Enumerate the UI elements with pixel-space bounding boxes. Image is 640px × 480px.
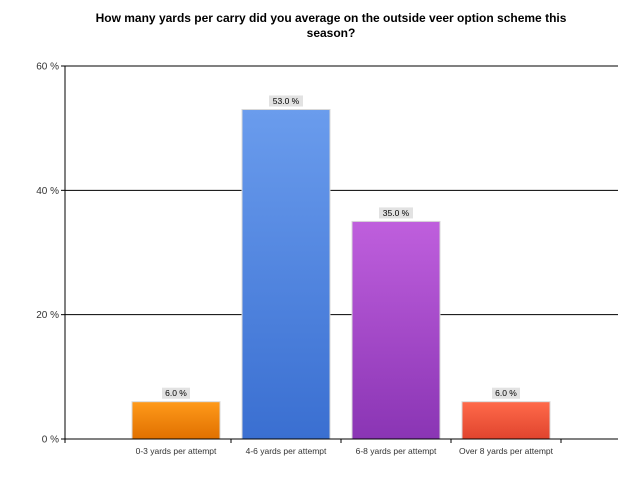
gridlines	[65, 65, 618, 316]
x-category-label: Over 8 yards per attempt	[459, 446, 554, 456]
chart-title-line: How many yards per carry did you average…	[96, 11, 567, 25]
data-label-box	[379, 207, 413, 219]
y-tick-label: 0 %	[42, 435, 59, 446]
y-tick-label: 20 %	[36, 310, 59, 321]
data-label: 35.0 %	[383, 208, 410, 218]
x-category-label: 4-6 yards per attempt	[246, 446, 327, 456]
data-label: 53.0 %	[273, 96, 300, 106]
bars	[131, 109, 551, 440]
data-label: 6.0 %	[165, 388, 187, 398]
x-category-label: 0-3 yards per attempt	[136, 446, 217, 456]
data-label-box	[162, 387, 190, 399]
y-tick-label: 40 %	[36, 186, 59, 197]
y-tick-labels: 0 % 20 % 40 % 60 %	[36, 62, 59, 446]
bar	[461, 401, 551, 440]
data-label: 6.0 %	[495, 388, 517, 398]
data-label-box	[492, 387, 520, 399]
bar	[351, 220, 441, 440]
chart-title: How many yards per carry did you average…	[96, 11, 567, 40]
data-label-box	[269, 95, 303, 107]
chart-title-line: season?	[307, 26, 356, 40]
bar	[241, 109, 331, 440]
bar	[131, 401, 221, 440]
x-category-labels: 0-3 yards per attempt 4-6 yards per attem…	[136, 446, 554, 456]
y-tick-label: 60 %	[36, 62, 59, 73]
x-category-label: 6-8 yards per attempt	[356, 446, 437, 456]
data-labels: 6.0 % 53.0 % 35.0 % 6.0 %	[162, 95, 520, 399]
axes	[61, 65, 618, 443]
